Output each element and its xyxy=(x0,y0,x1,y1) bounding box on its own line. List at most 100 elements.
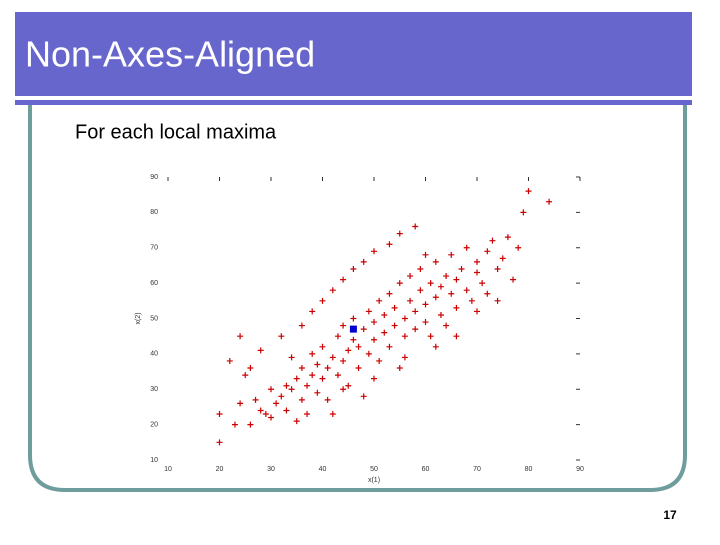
point xyxy=(334,333,341,340)
point xyxy=(309,308,316,315)
point xyxy=(298,396,305,403)
point xyxy=(309,350,316,357)
x-tick-label: 40 xyxy=(319,466,327,473)
point xyxy=(453,333,460,340)
x-tick-label: 70 xyxy=(473,466,481,473)
point xyxy=(247,365,254,372)
point xyxy=(319,297,326,304)
point xyxy=(237,333,244,340)
point xyxy=(463,287,470,294)
point xyxy=(293,375,300,382)
point xyxy=(371,248,377,255)
point xyxy=(360,326,367,333)
point xyxy=(350,336,357,343)
point xyxy=(437,311,444,318)
x-tick-label: 60 xyxy=(422,466,430,473)
page-number: 17 xyxy=(663,508,677,522)
point xyxy=(309,372,316,379)
point xyxy=(340,386,347,393)
point xyxy=(396,280,403,287)
point xyxy=(329,354,336,361)
x-tick-label: 20 xyxy=(216,466,224,473)
x-tick-label: 90 xyxy=(576,466,584,473)
point xyxy=(314,389,321,396)
point xyxy=(216,411,223,418)
point xyxy=(283,407,290,414)
point xyxy=(334,372,341,379)
point xyxy=(371,375,377,382)
point xyxy=(474,269,480,276)
point xyxy=(278,333,285,340)
point xyxy=(432,258,439,265)
point xyxy=(386,241,393,248)
point xyxy=(329,287,336,294)
point xyxy=(376,357,383,364)
point xyxy=(298,365,305,372)
y-tick-label: 50 xyxy=(150,315,158,322)
y-tick-label: 30 xyxy=(150,386,158,393)
point xyxy=(417,265,424,272)
point xyxy=(412,223,419,230)
point xyxy=(422,251,429,258)
y-tick-label: 70 xyxy=(150,245,158,252)
point xyxy=(304,382,311,389)
point xyxy=(216,439,223,446)
point xyxy=(268,414,274,421)
y-tick-label: 90 xyxy=(150,174,158,181)
point xyxy=(474,258,480,265)
point xyxy=(386,343,393,350)
x-tick-label: 30 xyxy=(267,466,275,473)
slide-frame xyxy=(28,100,687,492)
point xyxy=(448,251,455,258)
point xyxy=(350,315,357,322)
point xyxy=(427,280,434,287)
point xyxy=(525,188,532,195)
point xyxy=(453,276,460,283)
point xyxy=(489,237,496,244)
point xyxy=(407,273,414,280)
title-underline xyxy=(15,100,692,105)
y-tick-label: 10 xyxy=(150,457,158,464)
point xyxy=(262,411,269,418)
x-tick-label: 80 xyxy=(525,466,533,473)
x-axis-label: x(1) xyxy=(368,477,380,484)
point xyxy=(268,386,274,393)
point xyxy=(324,396,331,403)
y-tick-label: 60 xyxy=(150,280,158,287)
point xyxy=(443,322,450,329)
point xyxy=(401,315,408,322)
point xyxy=(381,329,388,336)
point xyxy=(468,297,475,304)
point xyxy=(422,319,429,326)
point xyxy=(381,311,388,318)
point xyxy=(463,244,470,251)
point xyxy=(257,407,264,414)
point xyxy=(504,234,511,241)
point xyxy=(329,411,336,418)
x-tick-label: 10 xyxy=(164,466,172,473)
point xyxy=(355,343,362,350)
point xyxy=(226,357,233,364)
point xyxy=(401,354,408,361)
highlight-point xyxy=(349,325,357,333)
point xyxy=(391,304,398,311)
point xyxy=(319,343,326,350)
point xyxy=(515,244,522,251)
point xyxy=(237,400,244,407)
point xyxy=(417,287,424,294)
point xyxy=(242,372,249,379)
point xyxy=(257,347,264,354)
point xyxy=(474,308,480,315)
point xyxy=(391,322,398,329)
point xyxy=(247,421,254,428)
point xyxy=(510,276,517,283)
point xyxy=(546,198,553,205)
point xyxy=(278,393,285,400)
point xyxy=(412,326,419,333)
point xyxy=(340,357,347,364)
x-tick-label: 50 xyxy=(370,466,378,473)
bullet-text: For each local maxima xyxy=(75,121,277,143)
point xyxy=(401,333,408,340)
point xyxy=(319,375,326,382)
